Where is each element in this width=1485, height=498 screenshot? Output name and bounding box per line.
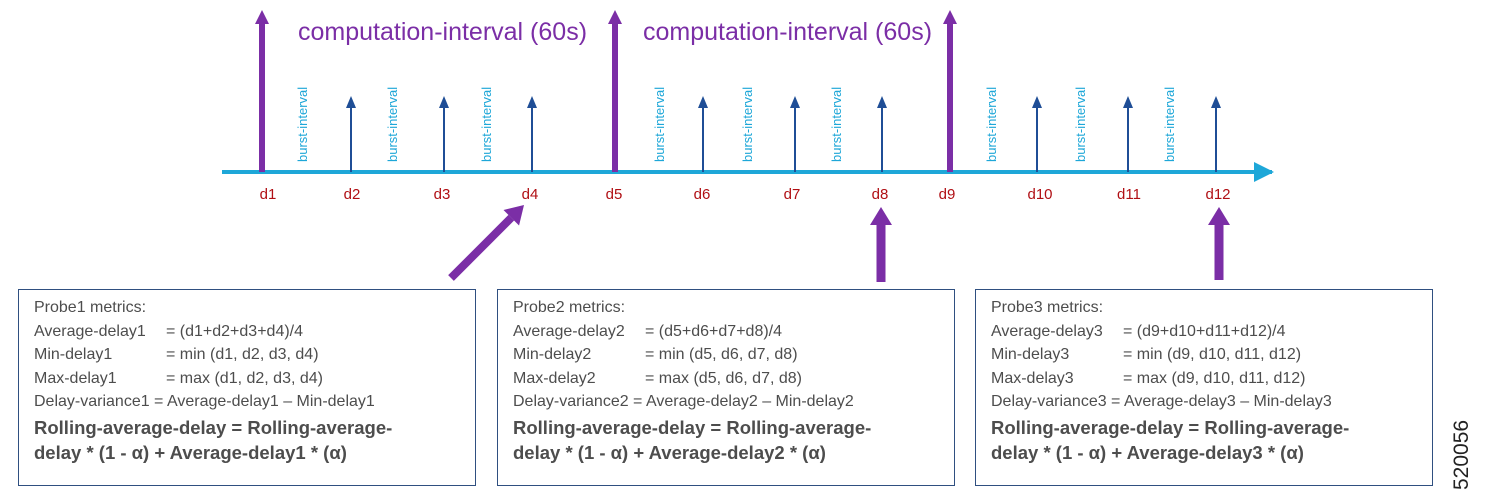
burst-interval-label: burst-interval <box>984 87 999 162</box>
computation-interval-marker <box>608 10 622 172</box>
metric-label: Min-delay3 <box>991 346 1070 363</box>
probe-title: Probe1 metrics: <box>34 299 147 316</box>
sample-label-d3: d3 <box>434 186 451 203</box>
metric-label: Average-delay1 <box>34 322 146 340</box>
computation-interval-label-2: computation-interval (60s) <box>643 18 932 46</box>
burst-sample-marker <box>790 96 800 172</box>
metric-line: Min-delay2 = min (d5, d6, d7, d8) <box>513 343 954 367</box>
computation-interval-label-1: computation-interval (60s) <box>298 18 587 46</box>
burst-sample-marker <box>439 96 449 172</box>
burst-interval-label: burst-interval <box>385 87 400 162</box>
metric-formula: = min (d9, d10, d11, d12) <box>1123 346 1302 363</box>
sample-label-d12: d12 <box>1205 186 1230 203</box>
sample-label-d5: d5 <box>606 186 623 203</box>
metric-label: Max-delay3 <box>991 369 1074 387</box>
computation-interval-marker <box>943 10 957 172</box>
rolling-line-1: Rolling-average-delay = Rolling-average- <box>513 416 872 438</box>
variance-line: Delay-variance1 = Average-delay1 – Min-d… <box>34 393 375 410</box>
metric-line: Average-delay3 = (d9+d10+d11+d12)/4 <box>991 320 1432 344</box>
metric-formula: = (d1+d2+d3+d4)/4 <box>166 322 304 340</box>
metric-formula: = max (d1, d2, d3, d4) <box>166 369 323 387</box>
burst-sample-marker <box>698 96 708 172</box>
burst-interval-label: burst-interval <box>1162 87 1177 162</box>
burst-interval-label: burst-interval <box>295 87 310 162</box>
burst-sample-marker <box>346 96 356 172</box>
sample-label-d4: d4 <box>522 186 539 203</box>
sample-label-d11: d11 <box>1117 186 1141 203</box>
metric-label: Max-delay2 <box>513 369 596 387</box>
sample-label-d1: d1 <box>260 186 277 203</box>
sample-label-d7: d7 <box>784 186 801 203</box>
sample-label-d10: d10 <box>1027 186 1052 203</box>
rolling-line-1: Rolling-average-delay = Rolling-average- <box>991 416 1350 438</box>
metric-label: Average-delay3 <box>991 322 1103 340</box>
sample-label-d2: d2 <box>344 186 361 203</box>
computation-interval-marker <box>255 10 269 172</box>
probe1-connector-arrow <box>448 205 524 281</box>
probe3-connector-arrow <box>1208 207 1230 280</box>
burst-sample-marker <box>1211 96 1221 172</box>
metric-formula: = min (d1, d2, d3, d4) <box>166 346 319 363</box>
probe1-metrics-box: Probe1 metrics: Average-delay1 = (d1+d2+d… <box>18 289 476 486</box>
sample-label-d6: d6 <box>694 186 711 203</box>
rolling-line-2: delay * (1 - α) + Average-delay1 * (α) <box>34 441 347 463</box>
metric-formula: = max (d9, d10, d11, d12) <box>1123 369 1306 387</box>
metric-line: Max-delay1 = max (d1, d2, d3, d4) <box>34 367 475 391</box>
metric-label: Min-delay1 <box>34 346 113 363</box>
burst-interval-label: burst-interval <box>479 87 494 162</box>
burst-interval-label: burst-interval <box>1073 87 1088 162</box>
probe-title: Probe2 metrics: <box>513 299 626 316</box>
burst-interval-label: burst-interval <box>740 87 755 162</box>
rolling-line-2: delay * (1 - α) + Average-delay3 * (α) <box>991 441 1304 463</box>
metric-formula: = (d9+d10+d11+d12)/4 <box>1123 322 1286 340</box>
metric-line: Min-delay3 = min (d9, d10, d11, d12) <box>991 343 1432 367</box>
metric-formula: = max (d5, d6, d7, d8) <box>645 369 802 387</box>
probe2-metrics-box: Probe2 metrics: Average-delay2 = (d5+d6+d… <box>497 289 955 486</box>
metric-line: Average-delay1 = (d1+d2+d3+d4)/4 <box>34 320 475 344</box>
metric-line: Max-delay3 = max (d9, d10, d11, d12) <box>991 367 1432 391</box>
metric-line: Min-delay1 = min (d1, d2, d3, d4) <box>34 343 475 367</box>
metric-label: Min-delay2 <box>513 346 592 363</box>
variance-line: Delay-variance3 = Average-delay3 – Min-d… <box>991 393 1332 410</box>
probe3-metrics-box: Probe3 metrics: Average-delay3 = (d9+d10+… <box>975 289 1433 486</box>
burst-interval-label: burst-interval <box>829 87 844 162</box>
variance-line: Delay-variance2 = Average-delay2 – Min-d… <box>513 393 854 410</box>
metric-formula: = (d5+d6+d7+d8)/4 <box>645 322 783 340</box>
sample-label-d9: d9 <box>939 186 956 203</box>
burst-sample-marker <box>877 96 887 172</box>
metric-label: Average-delay2 <box>513 322 625 340</box>
probe-title: Probe3 metrics: <box>991 299 1104 316</box>
metric-formula: = min (d5, d6, d7, d8) <box>645 346 798 363</box>
burst-sample-marker <box>1032 96 1042 172</box>
metric-label: Max-delay1 <box>34 369 117 387</box>
metric-line: Average-delay2 = (d5+d6+d7+d8)/4 <box>513 320 954 344</box>
burst-sample-marker <box>1123 96 1133 172</box>
probe2-connector-arrow <box>870 207 892 282</box>
figure-id: 520056 <box>1450 420 1473 490</box>
rolling-line-1: Rolling-average-delay = Rolling-average- <box>34 416 393 438</box>
rolling-line-2: delay * (1 - α) + Average-delay2 * (α) <box>513 441 826 463</box>
sample-label-d8: d8 <box>872 186 889 203</box>
burst-sample-marker <box>527 96 537 172</box>
burst-interval-label: burst-interval <box>652 87 667 162</box>
metric-line: Max-delay2 = max (d5, d6, d7, d8) <box>513 367 954 391</box>
